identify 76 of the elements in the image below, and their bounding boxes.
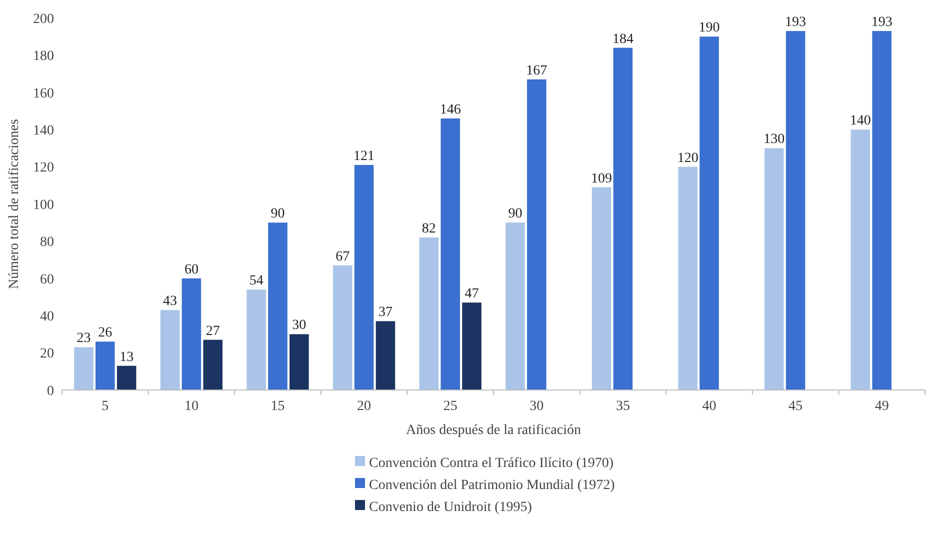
- x-tick-label: 5: [102, 399, 109, 414]
- x-tick-label: 20: [357, 399, 372, 414]
- y-tick-label: 160: [33, 86, 54, 102]
- data-label: 193: [785, 15, 806, 30]
- x-tick-label: 10: [184, 399, 198, 414]
- bar: [678, 166, 698, 390]
- data-label: 130: [764, 132, 785, 148]
- bar: [462, 302, 482, 390]
- y-tick-label: 80: [40, 235, 54, 250]
- data-label: 82: [422, 221, 436, 236]
- x-tick-label: 40: [702, 399, 716, 414]
- data-label: 109: [591, 171, 612, 186]
- data-label: 193: [871, 15, 892, 30]
- data-label: 13: [120, 350, 134, 365]
- x-tick-label: 35: [616, 399, 630, 414]
- legend-label: Convenio de Unidroit (1995): [369, 500, 532, 515]
- bar: [527, 79, 546, 390]
- bar: [160, 310, 180, 390]
- data-label: 43: [163, 294, 178, 310]
- x-tick-label: 30: [530, 399, 544, 414]
- x-tick-label: 25: [443, 399, 458, 414]
- y-tick-label: 40: [40, 310, 54, 324]
- x-tick-label: 15: [270, 399, 285, 414]
- y-axis-title: Número total de ratificaciones: [7, 119, 22, 289]
- bar: [332, 265, 352, 390]
- data-label: 140: [850, 114, 871, 129]
- bar: [268, 222, 288, 390]
- x-axis-title: Años después de la ratificación: [406, 423, 581, 438]
- data-label: 67: [336, 249, 350, 264]
- bar: [74, 347, 94, 390]
- data-label: 37: [378, 305, 392, 320]
- legend-label: Convención del Patrimonio Mundial (1972): [369, 478, 616, 493]
- data-label: 23: [76, 331, 91, 346]
- bar: [440, 118, 460, 390]
- data-label: 120: [677, 150, 698, 166]
- data-label: 167: [526, 63, 548, 78]
- bar: [246, 290, 266, 390]
- x-tick-label: 45: [788, 399, 803, 414]
- y-tick-label: 20: [40, 346, 54, 362]
- y-tick-label: 100: [33, 198, 54, 213]
- data-label: 47: [464, 286, 479, 302]
- legend-label: Convención Contra el Tráfico Ilícito (1970): [369, 456, 614, 471]
- data-label: 90: [270, 206, 285, 222]
- data-label: 60: [184, 262, 198, 278]
- bar: [700, 36, 719, 390]
- bar: [96, 342, 115, 390]
- data-label: 190: [698, 20, 720, 36]
- data-label: 184: [612, 32, 634, 47]
- bar: [506, 222, 525, 390]
- y-tick-label: 200: [33, 12, 54, 27]
- bar: [376, 321, 396, 390]
- data-label: 27: [206, 324, 220, 339]
- bar: [872, 31, 892, 390]
- y-tick-label: 0: [47, 384, 54, 399]
- data-label: 26: [98, 326, 112, 341]
- data-label: 30: [292, 318, 306, 334]
- data-label: 90: [508, 206, 522, 222]
- bar: [613, 48, 633, 390]
- bar: [786, 31, 806, 390]
- bar: [354, 164, 374, 390]
- bar: [203, 340, 223, 390]
- bar: [116, 366, 136, 390]
- bar: [850, 130, 870, 390]
- y-tick-label: 140: [33, 124, 54, 138]
- y-tick-label: 60: [40, 272, 54, 288]
- bar: [419, 237, 439, 390]
- y-tick-label: 180: [33, 49, 54, 64]
- bar: [592, 187, 612, 390]
- bar: [290, 334, 309, 390]
- data-label: 121: [354, 148, 375, 164]
- y-tick-label: 120: [33, 160, 54, 176]
- bar: [182, 278, 202, 390]
- bar: [764, 148, 784, 390]
- data-label: 54: [249, 274, 264, 289]
- x-tick-label: 49: [874, 399, 889, 414]
- data-label: 146: [440, 102, 461, 118]
